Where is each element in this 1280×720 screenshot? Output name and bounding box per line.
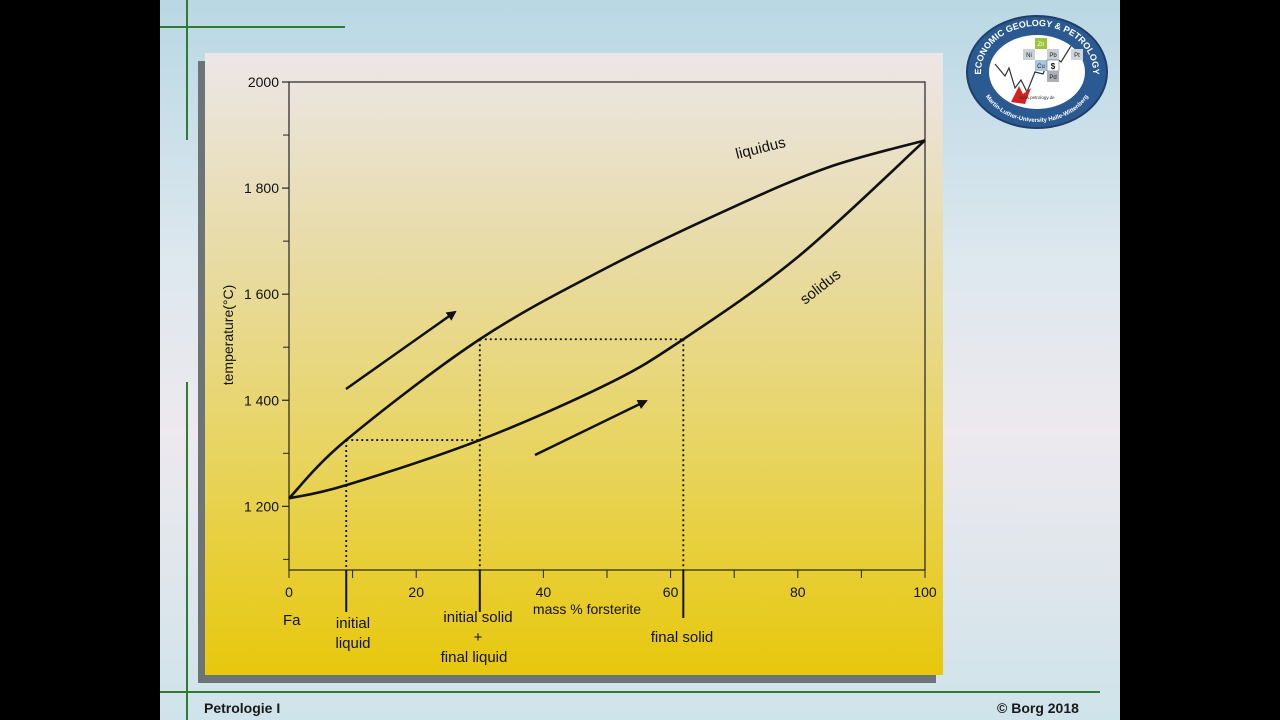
university-logo: ECONOMIC GEOLOGY & PETROLOGY Martin-Luth… xyxy=(966,15,1108,129)
y-tick-label: 1 600 xyxy=(244,286,279,302)
svg-text:Pb: Pb xyxy=(1049,53,1057,59)
slide: 1 200 1 400 1 600 1 800 2000 0 20 40 60 80 100 tem… xyxy=(160,0,1120,720)
svg-text:Zn: Zn xyxy=(1037,42,1044,48)
y-tick-label: 1 400 xyxy=(244,392,279,408)
x-tick-label: 20 xyxy=(408,584,424,600)
tie-lines xyxy=(345,338,685,618)
guide-line xyxy=(186,382,188,720)
liquidus-curve xyxy=(288,139,926,500)
initial-solid-label-line1: initial solid xyxy=(443,609,512,626)
svg-text:Pt: Pt xyxy=(1074,53,1080,59)
svg-text:Cu: Cu xyxy=(1037,64,1045,70)
footer-copyright: © Borg 2018 xyxy=(997,700,1079,716)
plot-frame xyxy=(288,81,926,571)
y-tick-label: 1 200 xyxy=(244,498,279,514)
end-label-fa: Fa xyxy=(283,612,301,629)
axis-ticks: 1 200 1 400 1 600 1 800 2000 0 20 40 60 80 100 xyxy=(244,74,937,600)
x-tick-label: 80 xyxy=(790,584,806,600)
svg-text:Pd: Pd xyxy=(1049,75,1056,81)
solidus-label: solidus xyxy=(797,266,844,308)
initial-solid-label-line2: + xyxy=(474,629,483,646)
final-solid-label: final solid xyxy=(651,629,714,646)
svg-text:Ni: Ni xyxy=(1026,53,1032,59)
initial-liquid-label-line2: liquid xyxy=(335,635,370,652)
x-tick-label: 60 xyxy=(663,584,679,600)
phase-diagram: 1 200 1 400 1 600 1 800 2000 0 20 40 60 80 100 tem… xyxy=(220,74,1097,666)
footer-course-title: Petrologie I xyxy=(204,700,281,716)
liquidus-label: liquidus xyxy=(734,134,787,163)
initial-liquid-label-line1: initial xyxy=(336,615,370,632)
y-tick-label: 2000 xyxy=(248,74,279,90)
chart-panel: 1 200 1 400 1 600 1 800 2000 0 20 40 60 80 100 tem… xyxy=(205,53,1097,675)
direction-arrows xyxy=(345,310,648,457)
y-axis-title: temperature(°C) xyxy=(220,285,236,386)
x-tick-label: 100 xyxy=(913,584,937,600)
solidus-curve xyxy=(288,139,926,500)
guide-line xyxy=(160,691,1100,693)
x-tick-label: 0 xyxy=(285,584,293,600)
chart-axes xyxy=(288,81,926,571)
chart-labels: temperature(°C) mass % forsterite Fa Fo … xyxy=(220,134,1097,666)
arrow-liquidus-direction xyxy=(345,310,457,391)
x-axis-title: mass % forsterite xyxy=(533,601,641,617)
x-tick-label: 40 xyxy=(536,584,552,600)
svg-text:$: $ xyxy=(1051,62,1056,71)
guide-line xyxy=(186,0,188,140)
initial-solid-label-line3: final liquid xyxy=(441,649,508,666)
y-tick-label: 1 800 xyxy=(244,180,279,196)
guide-line xyxy=(160,26,345,28)
svg-text:www.petrology.de: www.petrology.de xyxy=(1019,95,1055,100)
phase-curves xyxy=(288,139,926,500)
arrow-solidus-direction xyxy=(534,399,648,457)
